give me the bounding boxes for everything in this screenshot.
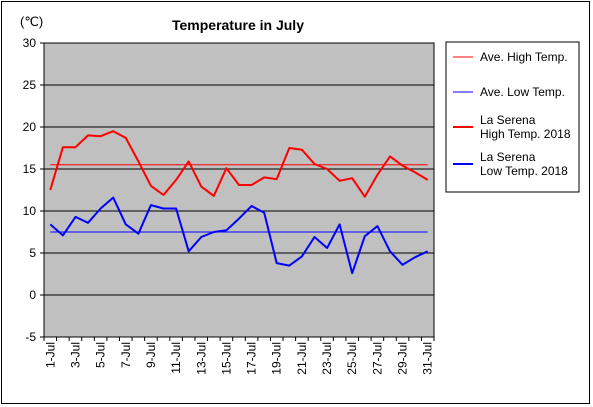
x-tick-label: 1-Jul: [43, 342, 57, 368]
plot-area: [43, 42, 435, 338]
x-tick-label: 23-Jul: [320, 342, 334, 375]
y-tick-label: 5: [29, 246, 36, 260]
x-tick-label: 3-Jul: [68, 342, 82, 368]
series-line-4: [49, 196, 429, 275]
series-line-3: [49, 130, 429, 198]
x-tick-label: 17-Jul: [245, 342, 259, 375]
x-tick-label: 11-Jul: [169, 342, 183, 374]
x-tick-label: 7-Jul: [119, 342, 133, 368]
y-tick-label: 20: [23, 120, 37, 134]
x-tick-label: 21-Jul: [295, 342, 309, 375]
x-tick-label: 5-Jul: [94, 342, 108, 368]
legend-label: Ave. High Temp.: [480, 50, 568, 64]
legend-box: [445, 41, 580, 193]
legend-label: La Serena High Temp. 2018: [480, 113, 571, 141]
legend-label: Ave. Low Temp.: [480, 85, 565, 99]
x-tick-label: 19-Jul: [270, 342, 284, 375]
x-tick-label: 15-Jul: [219, 342, 233, 375]
x-tick-label: 13-Jul: [194, 342, 208, 375]
y-tick-label: -5: [25, 330, 36, 344]
y-tick-label: 15: [23, 162, 37, 176]
y-tick-label: 10: [23, 204, 37, 218]
unit-label: (℃): [20, 14, 43, 29]
x-tick-label: 27-Jul: [370, 342, 384, 375]
chart-title: Temperature in July: [172, 17, 304, 33]
y-tick-label: 25: [23, 78, 37, 92]
y-tick-label: 0: [29, 288, 36, 302]
y-tick-label: 30: [23, 36, 37, 50]
x-tick-label: 29-Jul: [396, 342, 410, 375]
x-tick-label: 9-Jul: [144, 342, 158, 368]
legend-label: La Serena Low Temp. 2018: [480, 150, 568, 178]
x-tick-label: 31-Jul: [421, 342, 435, 375]
x-tick-label: 25-Jul: [345, 342, 359, 375]
